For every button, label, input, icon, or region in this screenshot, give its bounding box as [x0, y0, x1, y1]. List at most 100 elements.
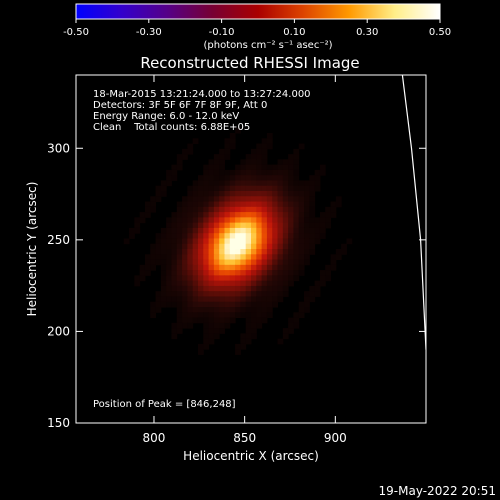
heatmap-cell [261, 138, 268, 145]
heatmap-cell [240, 180, 247, 187]
heatmap-cell [203, 322, 210, 329]
heatmap-cell [192, 191, 199, 197]
heatmap-cell [229, 296, 236, 303]
heatmap-cell [235, 127, 241, 134]
heatmap-cell [240, 233, 247, 239]
heatmap-cell [245, 280, 252, 287]
heatmap-cell [272, 275, 279, 282]
heatmap-cell [187, 222, 194, 229]
heatmap-cell [304, 185, 310, 192]
heatmap-cell [245, 291, 252, 297]
heatmap-cell [240, 201, 247, 208]
heatmap-cell [251, 285, 257, 292]
heatmap-cell [182, 291, 188, 297]
heatmap-cell [335, 201, 342, 208]
heatmap-cell [256, 191, 263, 197]
heatmap-cell [261, 264, 268, 271]
heatmap-cell [160, 238, 167, 245]
heatmap-cell [208, 233, 215, 239]
heatmap-cell [235, 307, 241, 313]
heatmap-cell [197, 233, 204, 239]
heatmap-cell [282, 185, 289, 192]
heatmap-cell [166, 264, 172, 271]
heatmap-cell [182, 148, 188, 155]
heatmap-cell [150, 196, 157, 203]
heatmap-cell [256, 301, 263, 308]
heatmap-cell [272, 191, 279, 197]
heatmap-cell [182, 322, 188, 329]
heatmap-cell [176, 154, 183, 160]
heatmap-cell [219, 264, 225, 271]
heatmap-cell [123, 238, 130, 245]
heatmap-cell [208, 180, 215, 187]
heatmap-cell [197, 206, 204, 213]
heatmap-cell [266, 270, 273, 276]
heatmap-cell [266, 175, 273, 181]
heatmap-cell [251, 180, 257, 187]
heatmap-cell [277, 191, 284, 197]
heatmap-cell [245, 275, 252, 282]
heatmap-cell [245, 164, 252, 171]
heatmap-cell [314, 285, 321, 292]
heatmap-cell [160, 296, 167, 303]
heatmap-cell [176, 233, 183, 239]
heatmap-cell [155, 185, 162, 192]
heatmap-cell [256, 227, 263, 234]
heatmap-cell [266, 312, 273, 319]
heatmap-cell [288, 270, 294, 276]
heatmap-cell [309, 201, 316, 208]
heatmap-cell [219, 270, 225, 276]
heatmap-cell [282, 169, 289, 176]
heatmap-cell [224, 169, 231, 176]
heatmap-cell [235, 291, 241, 297]
heatmap-cell [319, 164, 326, 171]
heatmap-cell [155, 296, 162, 303]
y-tick-label: 250 [47, 233, 70, 247]
heatmap-cell [298, 259, 305, 266]
heatmap-cell [229, 222, 236, 229]
heatmap-cell [203, 338, 210, 345]
heatmap-cell [266, 185, 273, 192]
heatmap-cell [251, 148, 257, 155]
heatmap-cell [298, 212, 305, 218]
heatmap-cell [197, 185, 204, 192]
heatmap-cell [240, 175, 247, 181]
heatmap-cell [261, 154, 268, 160]
heatmap-cell [288, 201, 294, 208]
heatmap-cell [150, 307, 157, 313]
heatmap-cell [235, 212, 241, 218]
heatmap-cell [229, 307, 236, 313]
y-tick-label: 150 [47, 416, 70, 430]
heatmap-cell [261, 191, 268, 197]
heatmap-cell [293, 175, 300, 181]
heatmap-cell [224, 312, 231, 319]
heatmap-cell [277, 175, 284, 181]
heatmap-cell [187, 143, 194, 150]
heatmap-cell [134, 227, 141, 234]
heatmap-cell [224, 222, 231, 229]
heatmap-cell [304, 227, 310, 234]
heatmap-cell [240, 249, 247, 255]
heatmap-cell [187, 285, 194, 292]
heatmap-cell [203, 307, 210, 313]
heatmap-cell [155, 233, 162, 239]
heatmap-cell [240, 264, 247, 271]
heatmap-cell [256, 312, 263, 319]
heatmap-cell [166, 227, 172, 234]
heatmap-cell [319, 222, 326, 229]
heatmap-cell [272, 233, 279, 239]
heatmap-cell [261, 217, 268, 224]
heatmap-cell [272, 301, 279, 308]
heatmap-cell [182, 259, 188, 266]
heatmap-cell [251, 259, 257, 266]
heatmap-cell [208, 296, 215, 303]
heatmap-cell [176, 217, 183, 224]
heatmap-cell [166, 270, 172, 276]
heatmap-cell [203, 222, 210, 229]
heatmap-cell [266, 307, 273, 313]
heatmap-cell [266, 222, 273, 229]
heatmap-cell [272, 212, 279, 218]
heatmap-cell [251, 238, 257, 245]
heatmap-cell [251, 212, 257, 218]
heatmap-cell [192, 249, 199, 255]
